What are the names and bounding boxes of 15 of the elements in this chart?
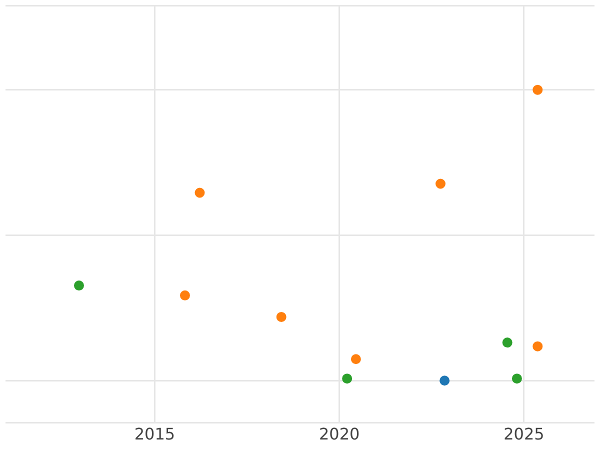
point <box>342 374 352 384</box>
point <box>276 312 286 322</box>
point <box>350 354 361 364</box>
point <box>74 280 84 291</box>
point <box>532 84 543 95</box>
point <box>502 338 512 348</box>
point <box>436 178 446 189</box>
point <box>180 290 190 300</box>
x-tick-label: 2015 <box>134 424 176 444</box>
x-tick-label: 2025 <box>504 424 544 444</box>
point <box>194 188 205 198</box>
point <box>512 374 522 384</box>
point <box>440 376 450 386</box>
x-tick-label: 2020 <box>318 424 360 444</box>
point <box>532 341 543 352</box>
